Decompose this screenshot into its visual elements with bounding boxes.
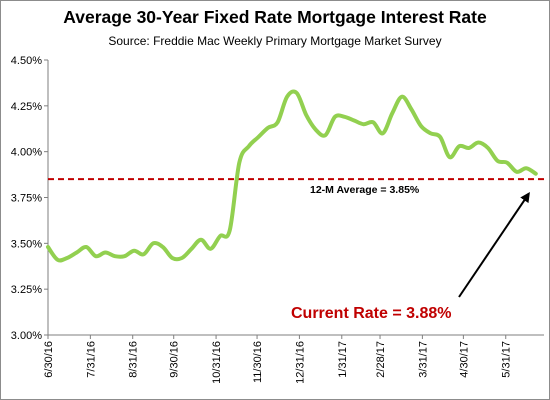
rate-series-line bbox=[46, 89, 538, 263]
x-axis: 6/30/16 7/31/16 8/31/16 9/30/16 10/31/16 11/3… bbox=[43, 334, 544, 384]
x-tick-label: 6/30/16 bbox=[43, 341, 55, 378]
x-tick-label: 9/30/16 bbox=[169, 341, 181, 378]
y-tick-label: 4.50% bbox=[11, 55, 42, 67]
chart-subtitle: Source: Freddie Mac Weekly Primary Mortg… bbox=[108, 34, 442, 48]
x-tick-label: 3/31/17 bbox=[417, 341, 429, 378]
y-tick-label: 3.25% bbox=[11, 284, 42, 296]
x-tick-label: 7/31/16 bbox=[85, 341, 97, 378]
y-axis: 3.00% 3.25% 3.50% 3.75% 4.00% 4.25% 4.50% bbox=[11, 55, 49, 342]
y-tick-label: 3.50% bbox=[11, 238, 42, 250]
x-tick-label: 4/30/17 bbox=[458, 341, 470, 378]
x-tick-label: 2/28/17 bbox=[375, 341, 387, 378]
x-tick-label: 10/31/16 bbox=[211, 341, 223, 384]
current-rate-arrow bbox=[458, 192, 530, 298]
x-tick-label: 11/30/16 bbox=[252, 341, 264, 383]
x-tick-label: 12/31/16 bbox=[294, 341, 306, 384]
series-group bbox=[46, 89, 538, 263]
y-tick-label: 3.75% bbox=[11, 193, 42, 205]
chart-title: Average 30-Year Fixed Rate Mortgage Inte… bbox=[63, 7, 487, 27]
x-tick-label: 8/31/16 bbox=[128, 341, 140, 378]
annotation-group: Current Rate = 3.88% bbox=[291, 192, 530, 322]
y-tick-label: 4.00% bbox=[11, 147, 42, 159]
y-tick-label: 3.00% bbox=[11, 330, 42, 342]
average-label: 12-M Average = 3.85% bbox=[310, 184, 420, 196]
x-tick-label: 5/31/17 bbox=[501, 341, 513, 378]
reference-line-group: 12-M Average = 3.85% bbox=[48, 178, 544, 196]
x-tick-label: 1/31/17 bbox=[337, 341, 349, 378]
current-rate-annotation: Current Rate = 3.88% bbox=[291, 305, 452, 322]
y-tick-label: 4.25% bbox=[11, 101, 42, 113]
